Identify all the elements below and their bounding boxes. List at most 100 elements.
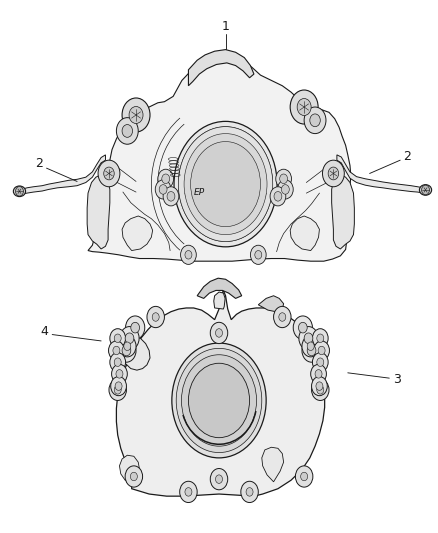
Circle shape [302,339,321,362]
Circle shape [115,382,122,390]
Circle shape [147,306,164,328]
Circle shape [314,341,329,360]
Circle shape [120,327,139,350]
Circle shape [282,184,289,194]
Circle shape [255,251,262,259]
Circle shape [318,346,325,355]
Polygon shape [121,324,150,370]
Circle shape [185,251,192,259]
Circle shape [124,342,131,351]
Circle shape [422,185,429,195]
Circle shape [181,355,257,446]
Circle shape [210,322,228,344]
Polygon shape [122,216,152,251]
Circle shape [109,341,124,360]
Circle shape [302,336,319,357]
Circle shape [280,174,288,183]
Circle shape [114,334,121,343]
Circle shape [114,358,121,367]
Circle shape [304,107,326,134]
Polygon shape [21,155,106,194]
Circle shape [188,364,250,438]
Polygon shape [262,447,284,482]
Circle shape [119,336,136,357]
Circle shape [15,187,23,196]
Circle shape [304,333,313,344]
Circle shape [276,169,291,188]
Circle shape [131,472,138,481]
Text: 2: 2 [403,150,411,164]
Circle shape [185,488,192,496]
Circle shape [180,481,197,503]
Circle shape [300,472,307,481]
Circle shape [104,167,114,180]
Circle shape [180,245,196,264]
Circle shape [322,160,344,187]
Circle shape [312,329,328,348]
Circle shape [167,191,175,201]
Polygon shape [290,216,319,251]
Circle shape [98,160,120,187]
Circle shape [116,369,123,378]
Polygon shape [214,292,225,309]
Circle shape [328,167,339,180]
Circle shape [317,334,324,343]
Circle shape [112,365,127,383]
Circle shape [114,385,121,394]
Ellipse shape [420,184,431,195]
Circle shape [122,345,131,356]
Circle shape [159,184,167,194]
Text: 4: 4 [40,325,48,338]
Circle shape [172,343,266,458]
Circle shape [152,313,159,321]
Circle shape [315,369,322,378]
Text: EP: EP [194,188,205,197]
Circle shape [129,107,143,124]
Circle shape [125,466,143,487]
Circle shape [316,382,323,390]
Polygon shape [120,455,140,484]
Circle shape [117,118,138,144]
Circle shape [126,316,145,340]
Circle shape [299,327,318,350]
Circle shape [110,353,126,372]
Circle shape [163,187,179,206]
Polygon shape [197,278,242,298]
Circle shape [241,481,258,503]
Circle shape [189,140,262,228]
Circle shape [290,90,318,124]
Circle shape [295,466,313,487]
Circle shape [297,99,311,116]
Circle shape [110,329,126,348]
Circle shape [274,191,282,201]
Circle shape [162,174,170,183]
Circle shape [311,379,329,400]
Circle shape [113,346,120,355]
Circle shape [184,133,268,235]
Polygon shape [188,50,254,86]
Text: 1: 1 [222,20,230,33]
Circle shape [279,313,286,321]
Circle shape [270,187,286,206]
Circle shape [215,329,223,337]
Circle shape [278,180,293,199]
Circle shape [176,349,262,453]
Circle shape [122,125,133,138]
Circle shape [158,169,173,188]
Circle shape [293,316,312,340]
Circle shape [125,333,134,344]
Circle shape [109,379,127,400]
Circle shape [131,322,140,333]
Text: 2: 2 [35,157,43,171]
Circle shape [246,488,253,496]
Circle shape [174,122,277,247]
Circle shape [311,376,327,395]
Circle shape [312,353,328,372]
Circle shape [311,365,326,383]
Circle shape [215,475,223,483]
Circle shape [307,342,314,351]
Circle shape [155,180,171,199]
Polygon shape [117,290,325,496]
Circle shape [317,385,324,394]
Circle shape [307,345,316,356]
